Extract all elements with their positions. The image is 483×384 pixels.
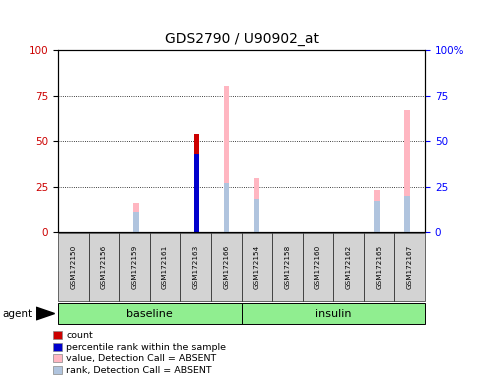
Text: baseline: baseline: [127, 308, 173, 319]
Bar: [224, 86, 229, 232]
Bar: [194, 134, 199, 232]
Text: GSM172154: GSM172154: [254, 245, 260, 290]
Text: insulin: insulin: [315, 308, 352, 319]
Bar: [254, 200, 259, 232]
Title: GDS2790 / U90902_at: GDS2790 / U90902_at: [165, 32, 318, 46]
Text: GSM172160: GSM172160: [315, 245, 321, 290]
Bar: [374, 201, 380, 232]
Text: GSM172166: GSM172166: [223, 245, 229, 290]
Bar: [404, 196, 410, 232]
Text: GSM172165: GSM172165: [376, 245, 382, 290]
Text: agent: agent: [2, 308, 32, 319]
Text: GSM172159: GSM172159: [131, 245, 138, 290]
Text: GSM172161: GSM172161: [162, 245, 168, 290]
Bar: [133, 212, 139, 232]
Text: GSM172150: GSM172150: [70, 245, 76, 290]
Text: GSM172162: GSM172162: [345, 245, 352, 290]
Polygon shape: [36, 307, 55, 320]
Bar: [224, 183, 229, 232]
Legend: count, percentile rank within the sample, value, Detection Call = ABSENT, rank, : count, percentile rank within the sample…: [53, 331, 226, 375]
Text: GSM172167: GSM172167: [407, 245, 413, 290]
Bar: [254, 178, 259, 232]
Bar: [404, 110, 410, 232]
Text: GSM172163: GSM172163: [193, 245, 199, 290]
Text: GSM172158: GSM172158: [284, 245, 290, 290]
Bar: [194, 154, 199, 232]
Text: GSM172156: GSM172156: [101, 245, 107, 290]
Bar: [374, 190, 380, 232]
Bar: [133, 203, 139, 232]
